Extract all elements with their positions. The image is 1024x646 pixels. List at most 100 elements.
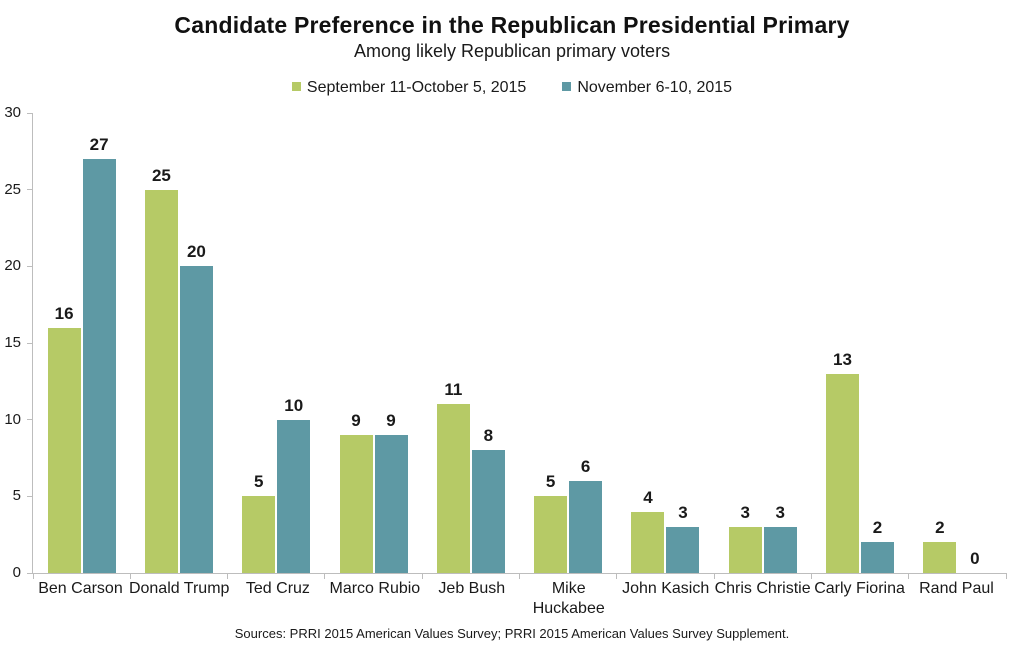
bar-value-label: 10 bbox=[284, 395, 304, 415]
chart-title: Candidate Preference in the Republican P… bbox=[174, 12, 850, 38]
x-axis-tick bbox=[1005, 573, 1007, 579]
bar-group: 11 8 bbox=[422, 113, 519, 573]
bar-value-label: 13 bbox=[833, 349, 852, 369]
bar-wrap: 27 bbox=[82, 135, 116, 573]
x-axis-label: Ben Carson bbox=[32, 579, 129, 619]
bar-value-label: 3 bbox=[678, 503, 688, 522]
y-axis-tick-label: 15 bbox=[4, 334, 21, 351]
source-note: Sources: PRRI 2015 American Values Surve… bbox=[234, 626, 790, 641]
x-axis-label-text: Marco Rubio bbox=[329, 580, 421, 597]
bar-september bbox=[242, 496, 276, 573]
bar-value-label: 16 bbox=[54, 303, 74, 323]
bar-september bbox=[728, 527, 762, 573]
bar-value-label: 5 bbox=[254, 472, 264, 492]
x-axis-label-text: Jeb Bush bbox=[438, 580, 506, 597]
x-axis-tick bbox=[227, 573, 229, 579]
x-axis-tick bbox=[421, 573, 423, 579]
bar-wrap: 20 bbox=[179, 242, 213, 573]
chart-legend: September 11-October 5, 2015 November 6-1… bbox=[0, 79, 1024, 97]
bar-value-label: 4 bbox=[643, 487, 653, 507]
bar-november bbox=[763, 527, 797, 573]
x-axis-label-text: Ted Cruz bbox=[245, 580, 310, 597]
x-axis-label-text: Ben Carson bbox=[38, 580, 123, 597]
legend-item-0: September 11-October 5, 2015 bbox=[291, 79, 526, 97]
bar-september bbox=[47, 327, 81, 573]
bar-group: 25 20 bbox=[130, 113, 227, 573]
bar-september bbox=[631, 511, 665, 573]
x-axis-tick bbox=[32, 573, 34, 579]
bar-value-label: 25 bbox=[151, 165, 171, 185]
bar-wrap: 13 bbox=[826, 350, 860, 573]
x-axis-label: Donald Trump bbox=[129, 579, 230, 619]
x-axis-label: John Kasich bbox=[617, 579, 714, 619]
bar-november bbox=[666, 527, 700, 573]
y-axis-tick-label: 10 bbox=[4, 410, 21, 428]
bar-wrap: 10 bbox=[277, 396, 311, 573]
bar-value-label: 11 bbox=[444, 380, 463, 400]
x-axis-tick bbox=[810, 573, 812, 579]
y-axis-tick bbox=[27, 495, 33, 497]
bar-wrap: 3 bbox=[728, 503, 762, 573]
bar-november bbox=[374, 435, 408, 573]
x-axis-tick bbox=[324, 573, 326, 579]
bar-november bbox=[471, 450, 505, 573]
y-axis-tick-label: 30 bbox=[4, 104, 21, 121]
x-axis-label: Mike Huckabee bbox=[520, 579, 617, 619]
x-axis-tick bbox=[129, 573, 131, 579]
x-axis-label-text: Donald Trump bbox=[128, 580, 230, 597]
y-axis-tick bbox=[27, 189, 33, 191]
x-axis-label: Marco Rubio bbox=[326, 579, 423, 619]
bar-group: 16 27 bbox=[33, 113, 130, 573]
x-axis-tick bbox=[713, 573, 715, 579]
bar-value-label: 5 bbox=[545, 472, 556, 492]
bar-november bbox=[277, 419, 311, 573]
bar-value-label: 2 bbox=[935, 518, 945, 538]
x-axis-tick bbox=[519, 573, 520, 579]
bar-value-label: 27 bbox=[89, 135, 109, 154]
bar-wrap: 4 bbox=[631, 488, 665, 573]
bar-value-label: 2 bbox=[872, 518, 883, 538]
bar-value-label: 9 bbox=[386, 411, 396, 430]
bar-september bbox=[534, 496, 568, 573]
bar-value-label: 8 bbox=[483, 426, 494, 446]
bar-november bbox=[861, 542, 895, 573]
bar-wrap: 9 bbox=[339, 411, 373, 573]
bar-wrap: 11 bbox=[436, 380, 470, 573]
bar-wrap: 5 bbox=[534, 472, 568, 573]
y-axis-tick-label: 5 bbox=[12, 487, 21, 505]
y-axis-tick bbox=[27, 342, 33, 344]
y-axis-tick-label: 25 bbox=[4, 180, 21, 198]
bar-groups: 16 27 25 20 5 10 9 9 11 8 5 6 4 3 3 3 13 2 2 0 bbox=[33, 113, 1006, 573]
y-axis-tick-label: 0 bbox=[12, 564, 21, 581]
legend-item-1: November 6-10, 2015 bbox=[562, 79, 732, 97]
bar-value-label: 3 bbox=[775, 503, 785, 522]
x-axis-labels: Ben Carson Donald Trump Ted Cruz Marco Rubi… bbox=[32, 579, 1005, 619]
bar-wrap: 2 bbox=[861, 518, 895, 573]
x-axis-label-text: Carly Fiorina bbox=[814, 580, 905, 597]
bar-november bbox=[569, 481, 603, 573]
bar-wrap: 8 bbox=[471, 426, 505, 573]
bar-september bbox=[144, 189, 178, 573]
bar-value-label: 6 bbox=[580, 457, 591, 476]
y-axis-tick bbox=[27, 265, 33, 267]
legend-swatch-icon bbox=[562, 82, 572, 91]
bar-september bbox=[826, 373, 860, 573]
x-axis-label: Jeb Bush bbox=[423, 579, 520, 619]
bar-wrap: 3 bbox=[763, 503, 797, 573]
x-axis-label-text: Mike Huckabee bbox=[532, 580, 605, 617]
bar-november bbox=[179, 266, 213, 573]
x-axis-label: Chris Christie bbox=[714, 579, 811, 619]
bar-value-label: 3 bbox=[740, 503, 750, 522]
x-axis-label: Carly Fiorina bbox=[811, 579, 908, 619]
bar-wrap: 3 bbox=[666, 503, 700, 573]
x-axis-tick bbox=[616, 573, 618, 579]
bar-wrap: 6 bbox=[569, 457, 603, 573]
y-axis-tick bbox=[27, 112, 33, 114]
bar-november bbox=[82, 159, 116, 573]
x-axis-label-text: Chris Christie bbox=[714, 580, 811, 597]
x-axis-tick bbox=[908, 573, 910, 579]
bar-september bbox=[923, 542, 957, 573]
